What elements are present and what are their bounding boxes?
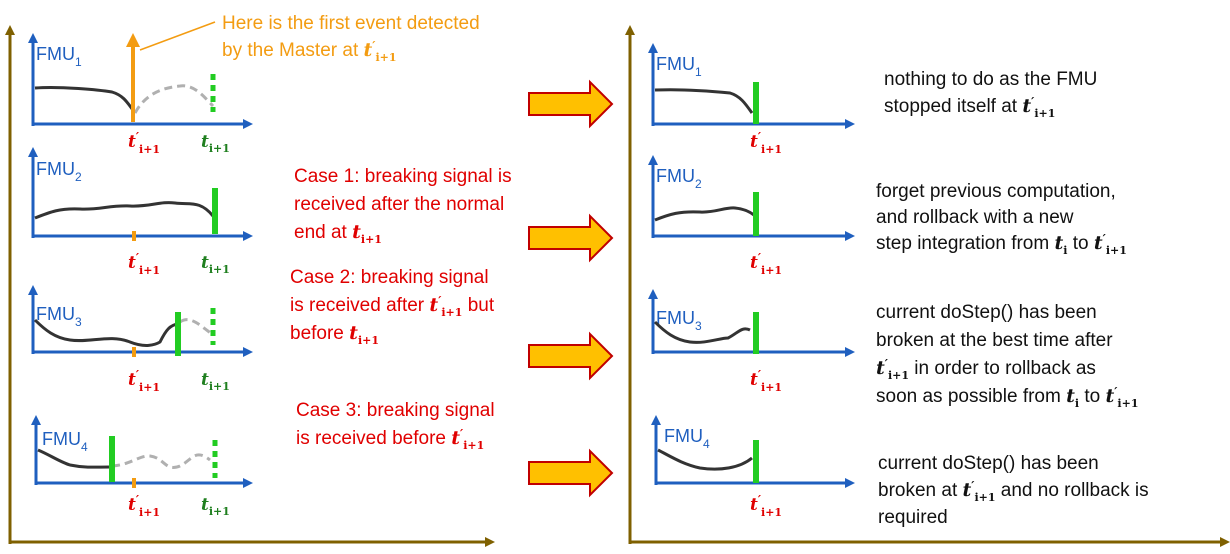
left-main-axes — [5, 25, 495, 547]
block-arrow-3 — [528, 331, 614, 381]
fmu4-t-prime-label: t′i+1 — [128, 493, 160, 519]
right-main-axes — [625, 25, 1230, 547]
result2-line1: forget previous computation, — [876, 181, 1116, 202]
right-fmu2-t-prime-label: t′i+1 — [750, 251, 782, 277]
left-fmu3-plot: FMU3 t′i+1 ti+1 — [28, 285, 253, 394]
result-descriptions: nothing to do as the FMU stopped itself … — [876, 69, 1149, 528]
fmu3-t-label: ti+1 — [201, 370, 230, 393]
fmu3-label: FMU3 — [36, 304, 82, 329]
result3-line2: broken at the best time after — [876, 330, 1113, 351]
left-fmu1-plot: FMU1 t′i+1 ti+1 — [28, 21, 253, 156]
result4-line1: current doStep() has been — [878, 453, 1099, 474]
case1-line1: Case 1: breaking signal is — [294, 166, 512, 187]
fmu4-curve — [37, 448, 111, 469]
result4-line3: required — [878, 507, 948, 528]
result1-line1: nothing to do as the FMU — [884, 69, 1097, 90]
fmu2-curve — [34, 201, 215, 220]
right-fmu2-curve — [654, 206, 755, 222]
case1-line2: received after the normal — [294, 194, 504, 215]
right-fmu1-plot: FMU1 t′i+1 — [648, 43, 855, 156]
case2-line1: Case 2: breaking signal — [290, 267, 489, 288]
block-arrows — [528, 79, 614, 498]
fmu3-t-prime-label: t′i+1 — [128, 368, 160, 394]
right-fmu2-label: FMU2 — [656, 166, 702, 191]
fmu2-label: FMU2 — [36, 159, 82, 184]
right-fmu4-label: FMU4 — [664, 426, 710, 451]
fmu3-curve — [33, 318, 179, 347]
fmu2-t-prime-label: t′i+1 — [128, 251, 160, 277]
fmu4-label: FMU4 — [42, 429, 88, 454]
left-fmu2-plot: FMU2 t′i+1 ti+1 — [28, 147, 253, 277]
fmu4-t-label: ti+1 — [201, 495, 230, 518]
right-fmu3-curve — [653, 320, 751, 344]
right-fmu4-curve — [657, 448, 753, 471]
fmu1-t-label: ti+1 — [201, 132, 230, 155]
result2-line2: and rollback with a new — [876, 207, 1074, 228]
case1-line3: end at ti+1 — [294, 221, 382, 246]
right-fmu2-plot: FMU2 t′i+1 — [648, 155, 855, 277]
case3-line1: Case 3: breaking signal — [296, 400, 495, 421]
event-callout-line — [139, 21, 216, 51]
right-fmu4-plot: FMU4 t′i+1 — [651, 415, 855, 519]
fmu2-t-label: ti+1 — [201, 253, 230, 276]
right-fmu1-curve — [654, 88, 754, 114]
block-arrow-2 — [528, 213, 614, 263]
result3-line4: soon as possible from ti to t′i+1 — [876, 385, 1138, 410]
case2-line2: is received after t′i+1 but — [290, 294, 495, 319]
left-fmu4-plot: FMU4 t′i+1 ti+1 — [31, 415, 253, 519]
result2-line3: step integration from ti to t′i+1 — [876, 232, 1127, 257]
fmu1-label: FMU1 — [36, 44, 82, 69]
fmu1-curve — [34, 85, 137, 114]
right-fmu3-t-prime-label: t′i+1 — [750, 368, 782, 394]
event-text-line2: by the Master at t′i+1 — [222, 39, 397, 64]
case2-line3: before ti+1 — [290, 322, 379, 347]
fmu1-dashed-curve — [133, 84, 215, 114]
block-arrow-1 — [528, 79, 614, 129]
result1-line2: stopped itself at t′i+1 — [884, 95, 1055, 120]
fmu3-dashed-curve — [179, 318, 214, 337]
event-text-line1: Here is the first event detected — [222, 13, 480, 34]
right-fmu1-label: FMU1 — [656, 54, 702, 79]
case3-line2: is received before t′i+1 — [296, 427, 484, 452]
result3-line1: current doStep() has been — [876, 302, 1097, 323]
right-fmu3-plot: FMU3 t′i+1 — [648, 289, 855, 394]
fmu4-dashed-curve — [111, 453, 211, 469]
fmu1-t-prime-label: t′i+1 — [128, 130, 160, 156]
result3-line3: t′i+1 in order to rollback as — [876, 357, 1096, 382]
right-fmu4-t-prime-label: t′i+1 — [750, 493, 782, 519]
right-fmu1-t-prime-label: t′i+1 — [750, 130, 782, 156]
result4-line2: broken at t′i+1 and no rollback is — [878, 479, 1149, 504]
right-fmu3-label: FMU3 — [656, 308, 702, 333]
block-arrow-4 — [528, 448, 614, 498]
case-annotations: Case 1: breaking signal is received afte… — [290, 166, 512, 452]
event-annotation: Here is the first event detected by the … — [222, 13, 480, 64]
